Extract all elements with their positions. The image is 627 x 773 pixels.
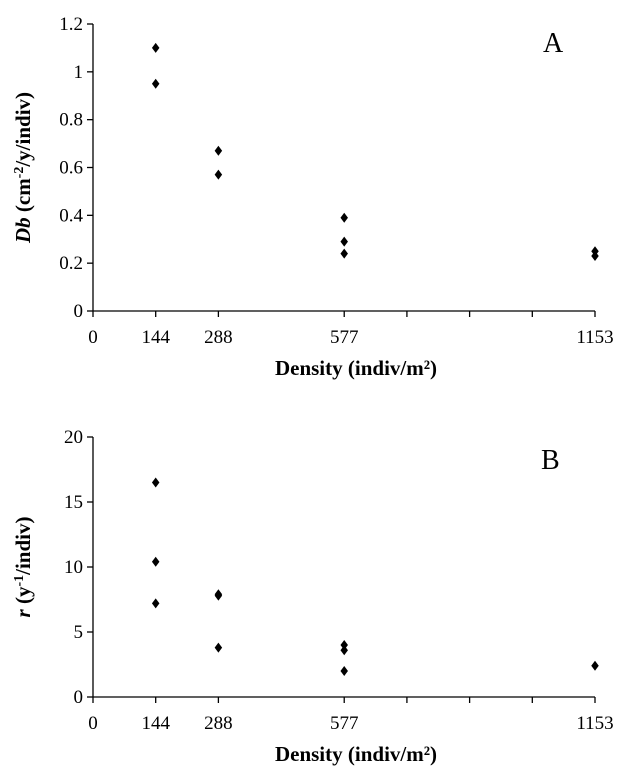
data-point — [340, 236, 348, 247]
x-tick-label: 577 — [330, 327, 359, 348]
data-point — [591, 250, 599, 261]
y-tick-label: 15 — [64, 492, 83, 513]
data-point — [214, 145, 223, 156]
x-tick-label: 144 — [141, 327, 170, 348]
y-tick-label: 0.6 — [59, 158, 83, 179]
y-axis-title-variable: r — [11, 608, 35, 617]
y-axis-title: r (y-1/indiv) — [11, 517, 35, 618]
data-point — [340, 212, 348, 223]
data-point — [151, 598, 160, 609]
x-tick-label: 0 — [88, 713, 98, 734]
x-tick-label: 0 — [88, 327, 98, 348]
y-axis-title-unit-tail: /y/indiv) — [11, 92, 35, 168]
y-tick-label: 20 — [64, 427, 83, 448]
data-point — [151, 42, 160, 53]
x-tick-label: 1153 — [576, 713, 613, 734]
y-tick-label: 0.2 — [59, 253, 83, 274]
y-tick-label: 5 — [74, 622, 84, 643]
y-tick-label: 0 — [74, 301, 84, 322]
y-axis-title-unit: (y — [11, 586, 35, 609]
panel-label-b: B — [541, 445, 560, 476]
x-axis-title: Density (indiv/m²) — [275, 356, 437, 380]
y-tick-label: 0 — [74, 687, 84, 708]
data-point — [340, 666, 348, 676]
y-axis-title-exponent: -2 — [12, 167, 27, 179]
y-axis-title: Db (cm-2/y/indiv) — [11, 92, 35, 244]
data-point — [340, 248, 348, 259]
chart-panel-a: 0 0.2 0.4 0.6 0.8 1 1.2 0 144 288 577 1153 Density (… — [11, 14, 614, 380]
data-point — [151, 78, 160, 89]
panel-label-a: A — [543, 28, 564, 59]
y-tick-label: 0.4 — [59, 205, 83, 226]
data-point — [214, 590, 223, 601]
data-point — [214, 642, 223, 653]
data-point — [151, 477, 160, 488]
data-point — [214, 169, 223, 180]
x-tick-label: 577 — [330, 713, 359, 734]
data-point — [340, 645, 348, 656]
x-axis-title: Density (indiv/m²) — [275, 742, 437, 766]
data-point — [591, 660, 599, 671]
data-point — [151, 556, 160, 567]
y-tick-label: 10 — [64, 557, 83, 578]
y-axis-title-unit-tail: /indiv) — [11, 517, 35, 576]
y-tick-label: 1.2 — [59, 14, 83, 35]
y-axis-title-exponent: -1 — [12, 575, 27, 587]
chart-panel-b: 0 5 10 15 20 0 144 288 577 1153 Density (indiv/m²)… — [11, 427, 614, 766]
y-tick-label: 1 — [74, 62, 84, 83]
x-tick-label: 144 — [141, 713, 170, 734]
x-tick-label: 288 — [204, 327, 233, 348]
y-tick-label: 0.8 — [59, 110, 83, 131]
data-point — [340, 640, 348, 650]
y-axis-title-unit: (cm — [11, 178, 35, 218]
x-tick-label: 1153 — [576, 327, 613, 348]
x-tick-label: 288 — [204, 713, 233, 734]
y-axis-title-variable: Db — [11, 217, 35, 244]
